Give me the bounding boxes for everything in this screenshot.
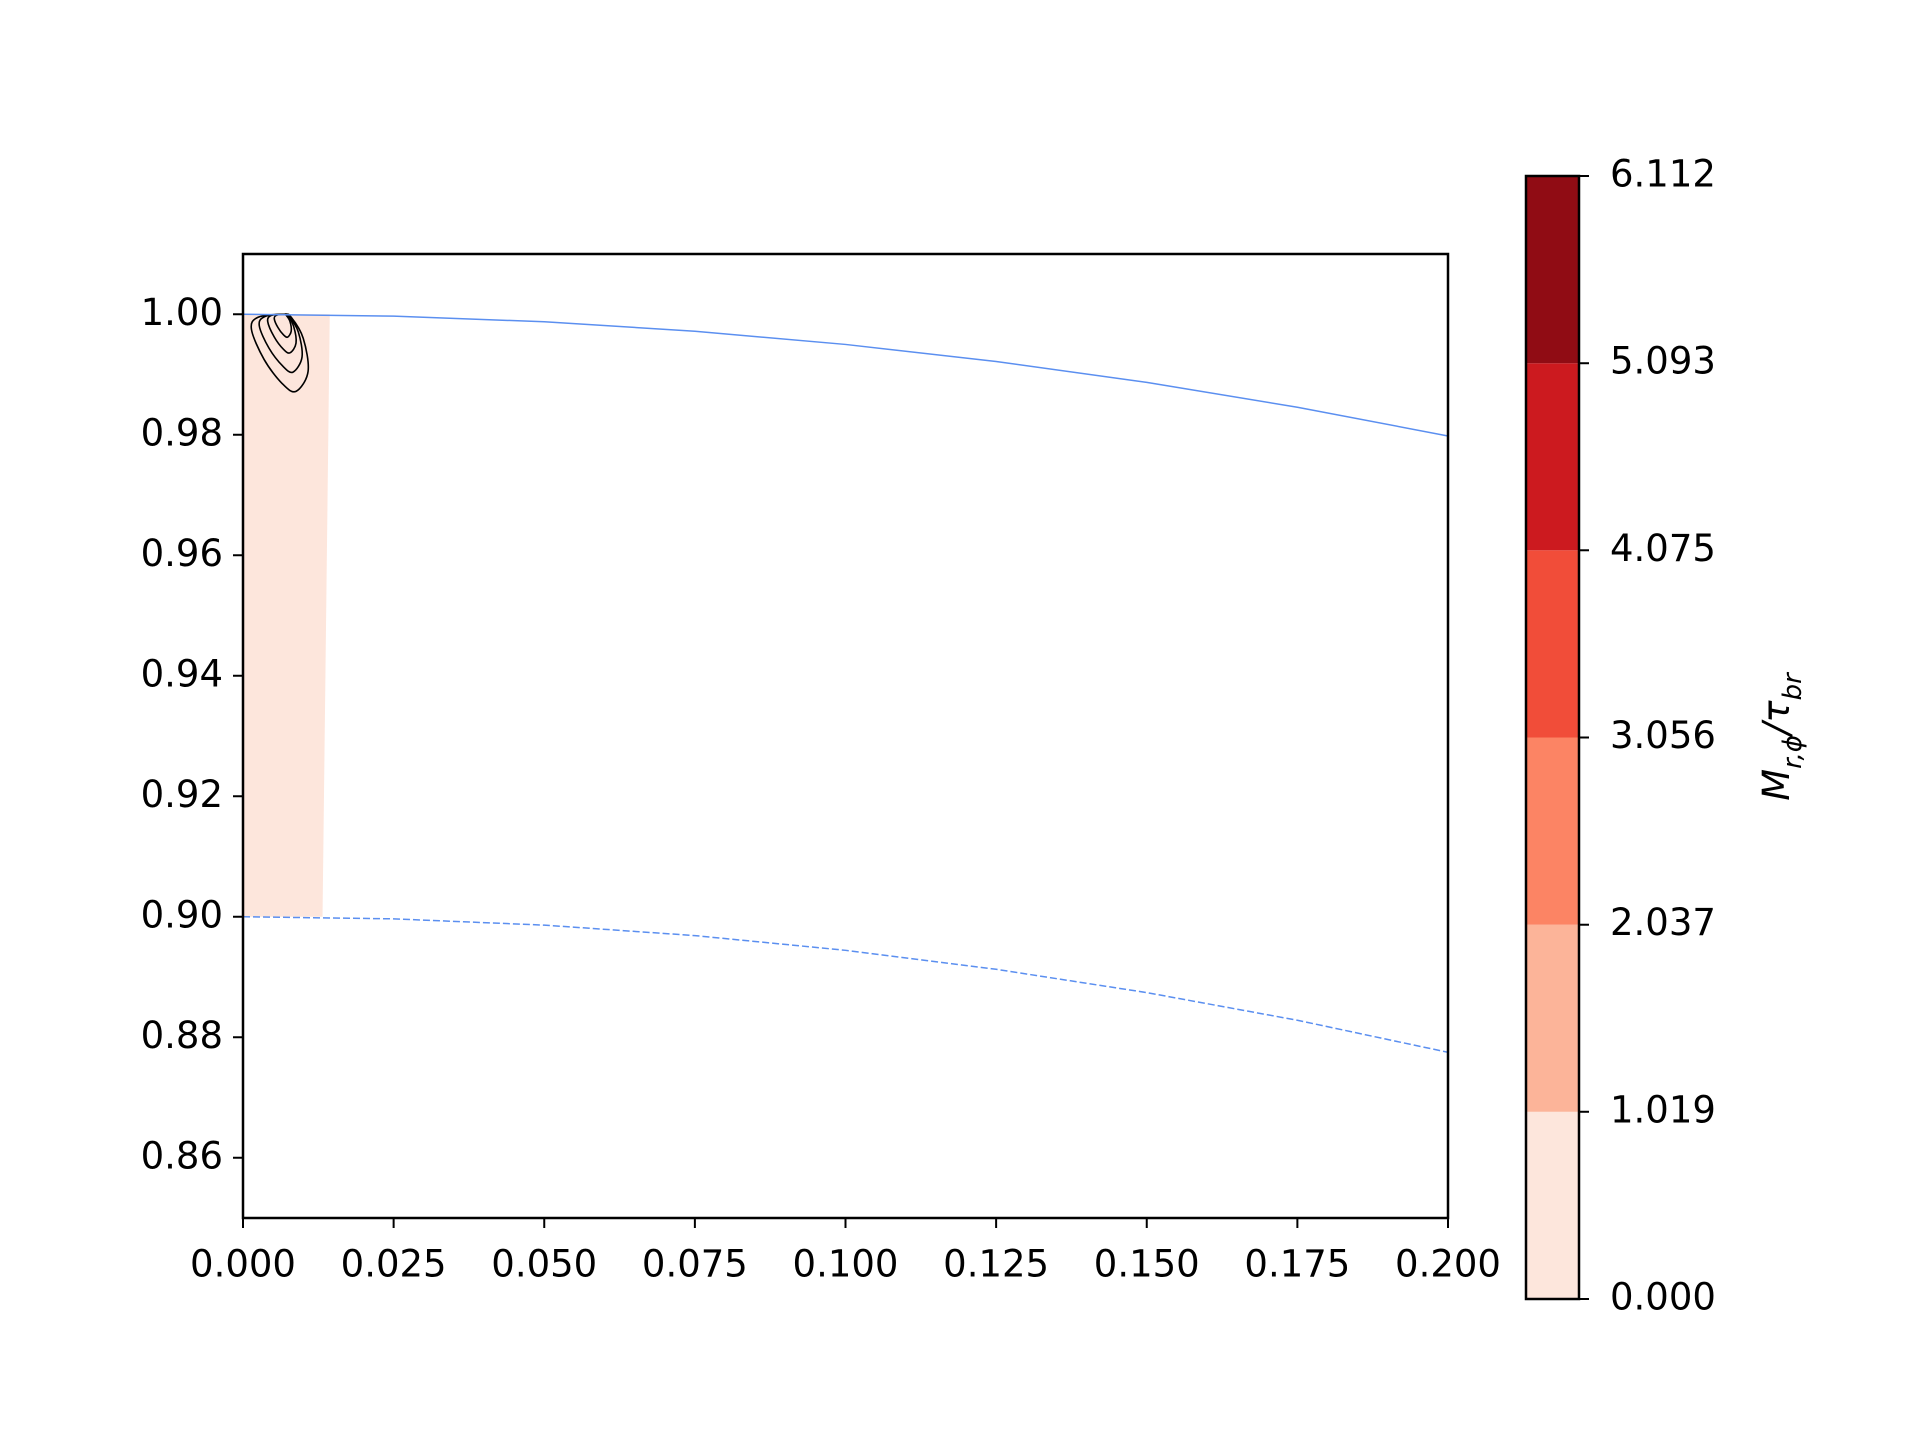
colorbar-tick-label: 4.075	[1610, 527, 1716, 570]
y-tick-label: 0.92	[141, 773, 223, 816]
x-tick-label: 0.050	[491, 1243, 597, 1286]
x-tick-label: 0.000	[190, 1243, 296, 1286]
colorbar-tick-label: 0.000	[1610, 1276, 1716, 1319]
colorbar-tick-label: 5.093	[1610, 340, 1716, 383]
x-tick-label: 0.200	[1395, 1243, 1501, 1286]
colorbar-tick-label: 6.112	[1610, 153, 1716, 196]
colorbar-segment	[1526, 550, 1579, 738]
curve	[242, 313, 1449, 437]
x-tick-label: 0.025	[341, 1243, 447, 1286]
colorbar-segment	[1526, 924, 1579, 1112]
x-tick-label: 0.100	[793, 1243, 899, 1286]
colorbar-segment	[1526, 176, 1579, 364]
x-tick-label: 0.125	[943, 1243, 1049, 1286]
colorbar-tick-label: 2.037	[1610, 901, 1716, 944]
contour-line	[258, 313, 304, 374]
colorbar-tick-label: 1.019	[1610, 1088, 1716, 1131]
contour-line	[266, 313, 297, 354]
colorbar-segment	[1526, 363, 1579, 551]
colorbar-label: Mr,ϕ/τbr	[1755, 671, 1808, 801]
plot-area	[242, 313, 1449, 1054]
x-tick-label: 0.150	[1094, 1243, 1200, 1286]
colorbar-segment	[1526, 1111, 1579, 1299]
contour-line	[273, 313, 293, 339]
y-tick-label: 0.90	[141, 893, 223, 936]
y-tick-label: 1.00	[141, 291, 223, 334]
filled-region	[243, 314, 330, 917]
label-part: br	[1778, 671, 1808, 701]
colorbar-segment	[1526, 737, 1579, 925]
label-part: r,ϕ	[1778, 735, 1808, 769]
x-tick-label: 0.075	[642, 1243, 748, 1286]
y-tick-label: 0.88	[141, 1014, 223, 1057]
label-part: /τ	[1755, 700, 1798, 738]
contour-line	[250, 313, 310, 393]
label-part: M	[1755, 769, 1798, 801]
curve	[242, 916, 1449, 1054]
y-tick-label: 0.86	[141, 1134, 223, 1177]
x-tick-label: 0.175	[1244, 1243, 1350, 1286]
y-tick-label: 0.94	[141, 652, 223, 695]
y-tick-label: 0.98	[141, 411, 223, 454]
colorbar-tick-label: 3.056	[1610, 714, 1716, 757]
y-tick-label: 0.96	[141, 532, 223, 575]
